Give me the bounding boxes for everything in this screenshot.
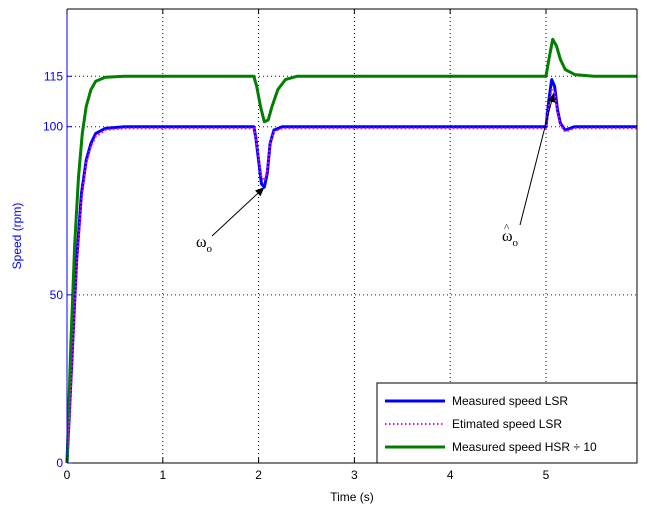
series-group [65,37,637,464]
x-tick-label: 5 [543,468,550,482]
series-line-1-overlay [66,87,637,464]
y-tick-label: 100 [43,120,63,134]
annotation-symbol: ω [196,234,207,251]
omega-o-label: ωo [196,234,213,255]
annotation-arrow-head [255,187,265,197]
x-tick-label: 0 [64,468,71,482]
x-tick-label: 3 [351,468,358,482]
annotation-arrow-head [547,93,556,103]
annotation-subscript: o [207,243,213,255]
series-line-0 [65,78,637,464]
omega-o-hat-label: ωo [502,228,519,249]
y-tick-label: 115 [44,69,63,83]
x-tick-label: 2 [255,468,262,482]
annotation-arrow-line [519,92,555,226]
annotation-arrow-line [211,186,265,237]
x-tick-label: 1 [159,468,166,482]
series-line-2 [65,37,637,464]
annotation-subscript: o [513,237,519,249]
annotation-hat: ^ [504,222,510,234]
annotation-symbol: ω [502,228,513,245]
y-tick-label: 0 [56,456,63,470]
y-axis-title: Speed (rpm) [10,203,24,270]
legend: Measured speed LSR Etimated speed LSR Meas… [376,382,638,464]
y-tick-label: 50 [50,288,64,302]
legend-label-0: Measured speed LSR [452,394,568,408]
legend-label-2: Measured speed HSR ÷ 10 [452,440,597,454]
legend-label-1: Etimated speed LSR [452,417,562,431]
x-axis-title: Time (s) [330,490,374,504]
legend-box [376,382,638,464]
x-tick-label: 4 [447,468,454,482]
